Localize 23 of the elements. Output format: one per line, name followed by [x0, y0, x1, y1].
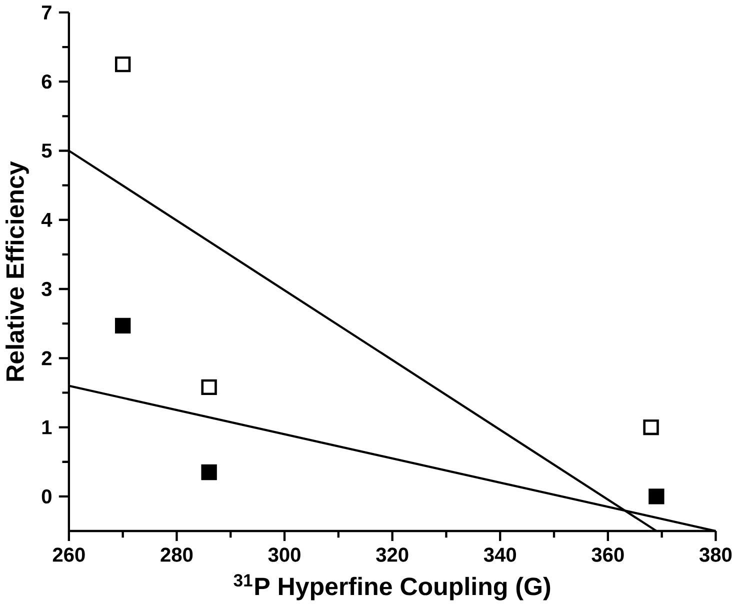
point [648, 488, 664, 504]
x-axis-title: $^{31}$P Hyperfine Coupling (G) [234, 574, 550, 600]
x-tick-label: 380 [699, 548, 732, 562]
point [201, 379, 217, 396]
x-tick-label: 300 [268, 548, 300, 562]
point [201, 464, 217, 480]
x-tick-label: 360 [592, 548, 624, 562]
x-tick-label: 320 [376, 548, 408, 562]
point [114, 56, 131, 72]
y-tick-label: 2 [42, 351, 52, 366]
x-tick-label: 280 [160, 548, 193, 562]
y-tick-label: 6 [42, 74, 52, 89]
y-tick-label: 0 [42, 489, 52, 504]
y-tick-label: 1 [42, 420, 52, 434]
y-axis-title: Relative Efficiency [6, 161, 29, 381]
y-tick-label: 3 [42, 282, 52, 296]
y-tick-label: 7 [42, 6, 52, 20]
y-tick-label: 4 [41, 213, 52, 227]
point [643, 419, 659, 436]
x-tick-label: 260 [52, 548, 85, 562]
point [114, 318, 131, 334]
y-tick-label: 5 [42, 144, 52, 158]
x-tick-label: 340 [484, 548, 516, 562]
